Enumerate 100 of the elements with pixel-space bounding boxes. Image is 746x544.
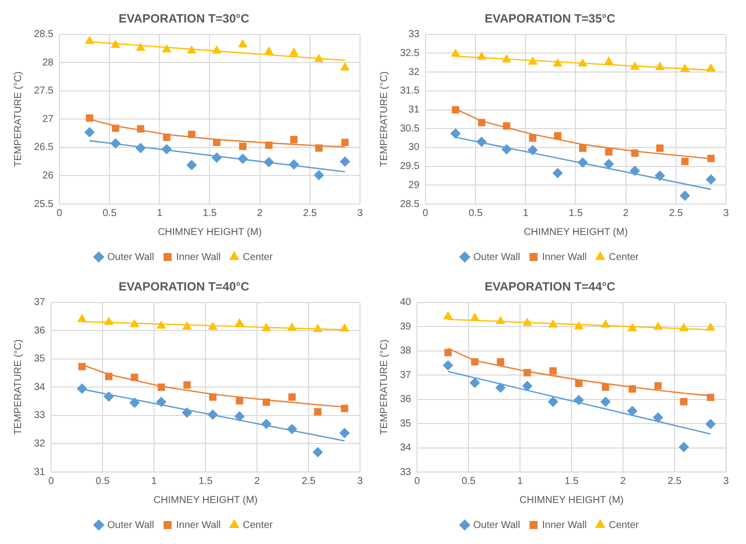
- y-tick-label: 40: [400, 297, 412, 308]
- point: [630, 62, 640, 70]
- x-tick-label: 0.5: [468, 208, 483, 219]
- point: [574, 395, 584, 406]
- y-tick-label: 26: [42, 170, 54, 182]
- point: [212, 46, 222, 54]
- y-tick-label: 37: [400, 370, 412, 381]
- point: [679, 323, 688, 332]
- y-tick-label: 27: [42, 114, 54, 125]
- point: [604, 56, 614, 65]
- legend-label: Center: [608, 252, 640, 263]
- y-tick-label: 29.5: [400, 161, 420, 172]
- x-tick-label: 2: [620, 476, 626, 487]
- point: [314, 170, 324, 180]
- y-axis-title: TEMPERATURE (°C): [378, 71, 390, 167]
- x-axis-title: CHIMNEY HEIGHT (M): [154, 494, 258, 506]
- point: [112, 124, 120, 132]
- point: [264, 46, 274, 55]
- point: [105, 372, 112, 380]
- point: [706, 64, 716, 72]
- point: [707, 154, 715, 162]
- point: [470, 378, 480, 388]
- point: [287, 424, 298, 434]
- point: [678, 442, 689, 452]
- point: [340, 404, 348, 412]
- y-tick-label: 34: [400, 442, 412, 454]
- point: [502, 54, 512, 62]
- point: [575, 380, 582, 388]
- point: [136, 143, 146, 154]
- point: [290, 136, 298, 144]
- point: [288, 393, 296, 401]
- legend-label: Outer Wall: [107, 520, 154, 531]
- point: [340, 156, 350, 167]
- y-tick-label: 31: [408, 104, 420, 116]
- point: [312, 447, 323, 458]
- y-axis-title: TEMPERATURE (°C): [12, 339, 24, 435]
- point: [182, 322, 192, 330]
- point: [186, 160, 197, 170]
- y-tick-label: 33: [400, 466, 412, 478]
- point: [156, 396, 166, 407]
- point: [578, 58, 588, 67]
- y-tick-label: 32: [408, 66, 420, 78]
- x-tick-label: 0.5: [462, 476, 476, 487]
- legend-label: Inner Wall: [542, 520, 587, 531]
- point: [680, 190, 690, 201]
- y-tick-label: 36: [34, 325, 46, 336]
- point: [627, 406, 638, 416]
- point: [655, 62, 664, 70]
- point: [234, 411, 245, 422]
- point: [262, 398, 270, 406]
- point: [110, 138, 121, 149]
- point: [528, 134, 536, 142]
- point: [265, 142, 273, 149]
- y-tick-label: 35: [34, 354, 46, 365]
- y-tick-label: 36: [400, 394, 412, 406]
- point: [496, 382, 506, 393]
- point: [631, 149, 639, 157]
- x-tick-label: 1: [151, 476, 158, 487]
- point: [656, 144, 664, 152]
- point: [443, 360, 454, 370]
- y-tick-label: 28.5: [400, 198, 420, 210]
- x-tick-label: 1: [522, 208, 529, 219]
- x-tick-label: 0: [422, 208, 429, 219]
- legend-label: Inner Wall: [176, 520, 221, 531]
- point: [444, 311, 452, 320]
- point: [208, 322, 218, 330]
- legend-label: Center: [242, 252, 274, 263]
- point: [653, 412, 664, 422]
- point: [450, 128, 461, 139]
- point: [289, 48, 298, 56]
- y-axis-title: TEMPERATURE (°C): [378, 339, 390, 435]
- point: [478, 118, 486, 126]
- point: [111, 40, 120, 48]
- point: [549, 367, 557, 375]
- x-tick-label: 2: [254, 476, 260, 487]
- point: [85, 36, 94, 44]
- point: [605, 148, 612, 156]
- point: [600, 396, 611, 407]
- x-tick-label: 3: [723, 208, 730, 219]
- y-tick-label: 32.5: [400, 48, 420, 59]
- legend-label: Inner Wall: [176, 252, 221, 263]
- point: [209, 393, 216, 401]
- point: [314, 54, 324, 62]
- y-tick-label: 33: [34, 410, 46, 422]
- point: [183, 381, 191, 389]
- x-tick-label: 1: [156, 208, 163, 219]
- chart-title: EVAPORATION T=30°C: [118, 12, 250, 26]
- y-tick-label: 32: [34, 438, 46, 450]
- y-tick-label: 25.5: [34, 198, 54, 210]
- x-tick-label: 2.5: [302, 208, 318, 219]
- chart-title: EVAPORATION T=40°C: [118, 280, 250, 294]
- y-tick-label: 31.5: [400, 86, 420, 97]
- x-axis-title: CHIMNEY HEIGHT (M): [158, 226, 262, 238]
- x-tick-label: 1: [517, 476, 524, 487]
- point: [602, 384, 610, 391]
- point: [182, 408, 192, 418]
- x-tick-label: 1.5: [564, 476, 579, 487]
- point: [340, 62, 350, 71]
- point: [681, 158, 689, 166]
- point: [548, 320, 558, 328]
